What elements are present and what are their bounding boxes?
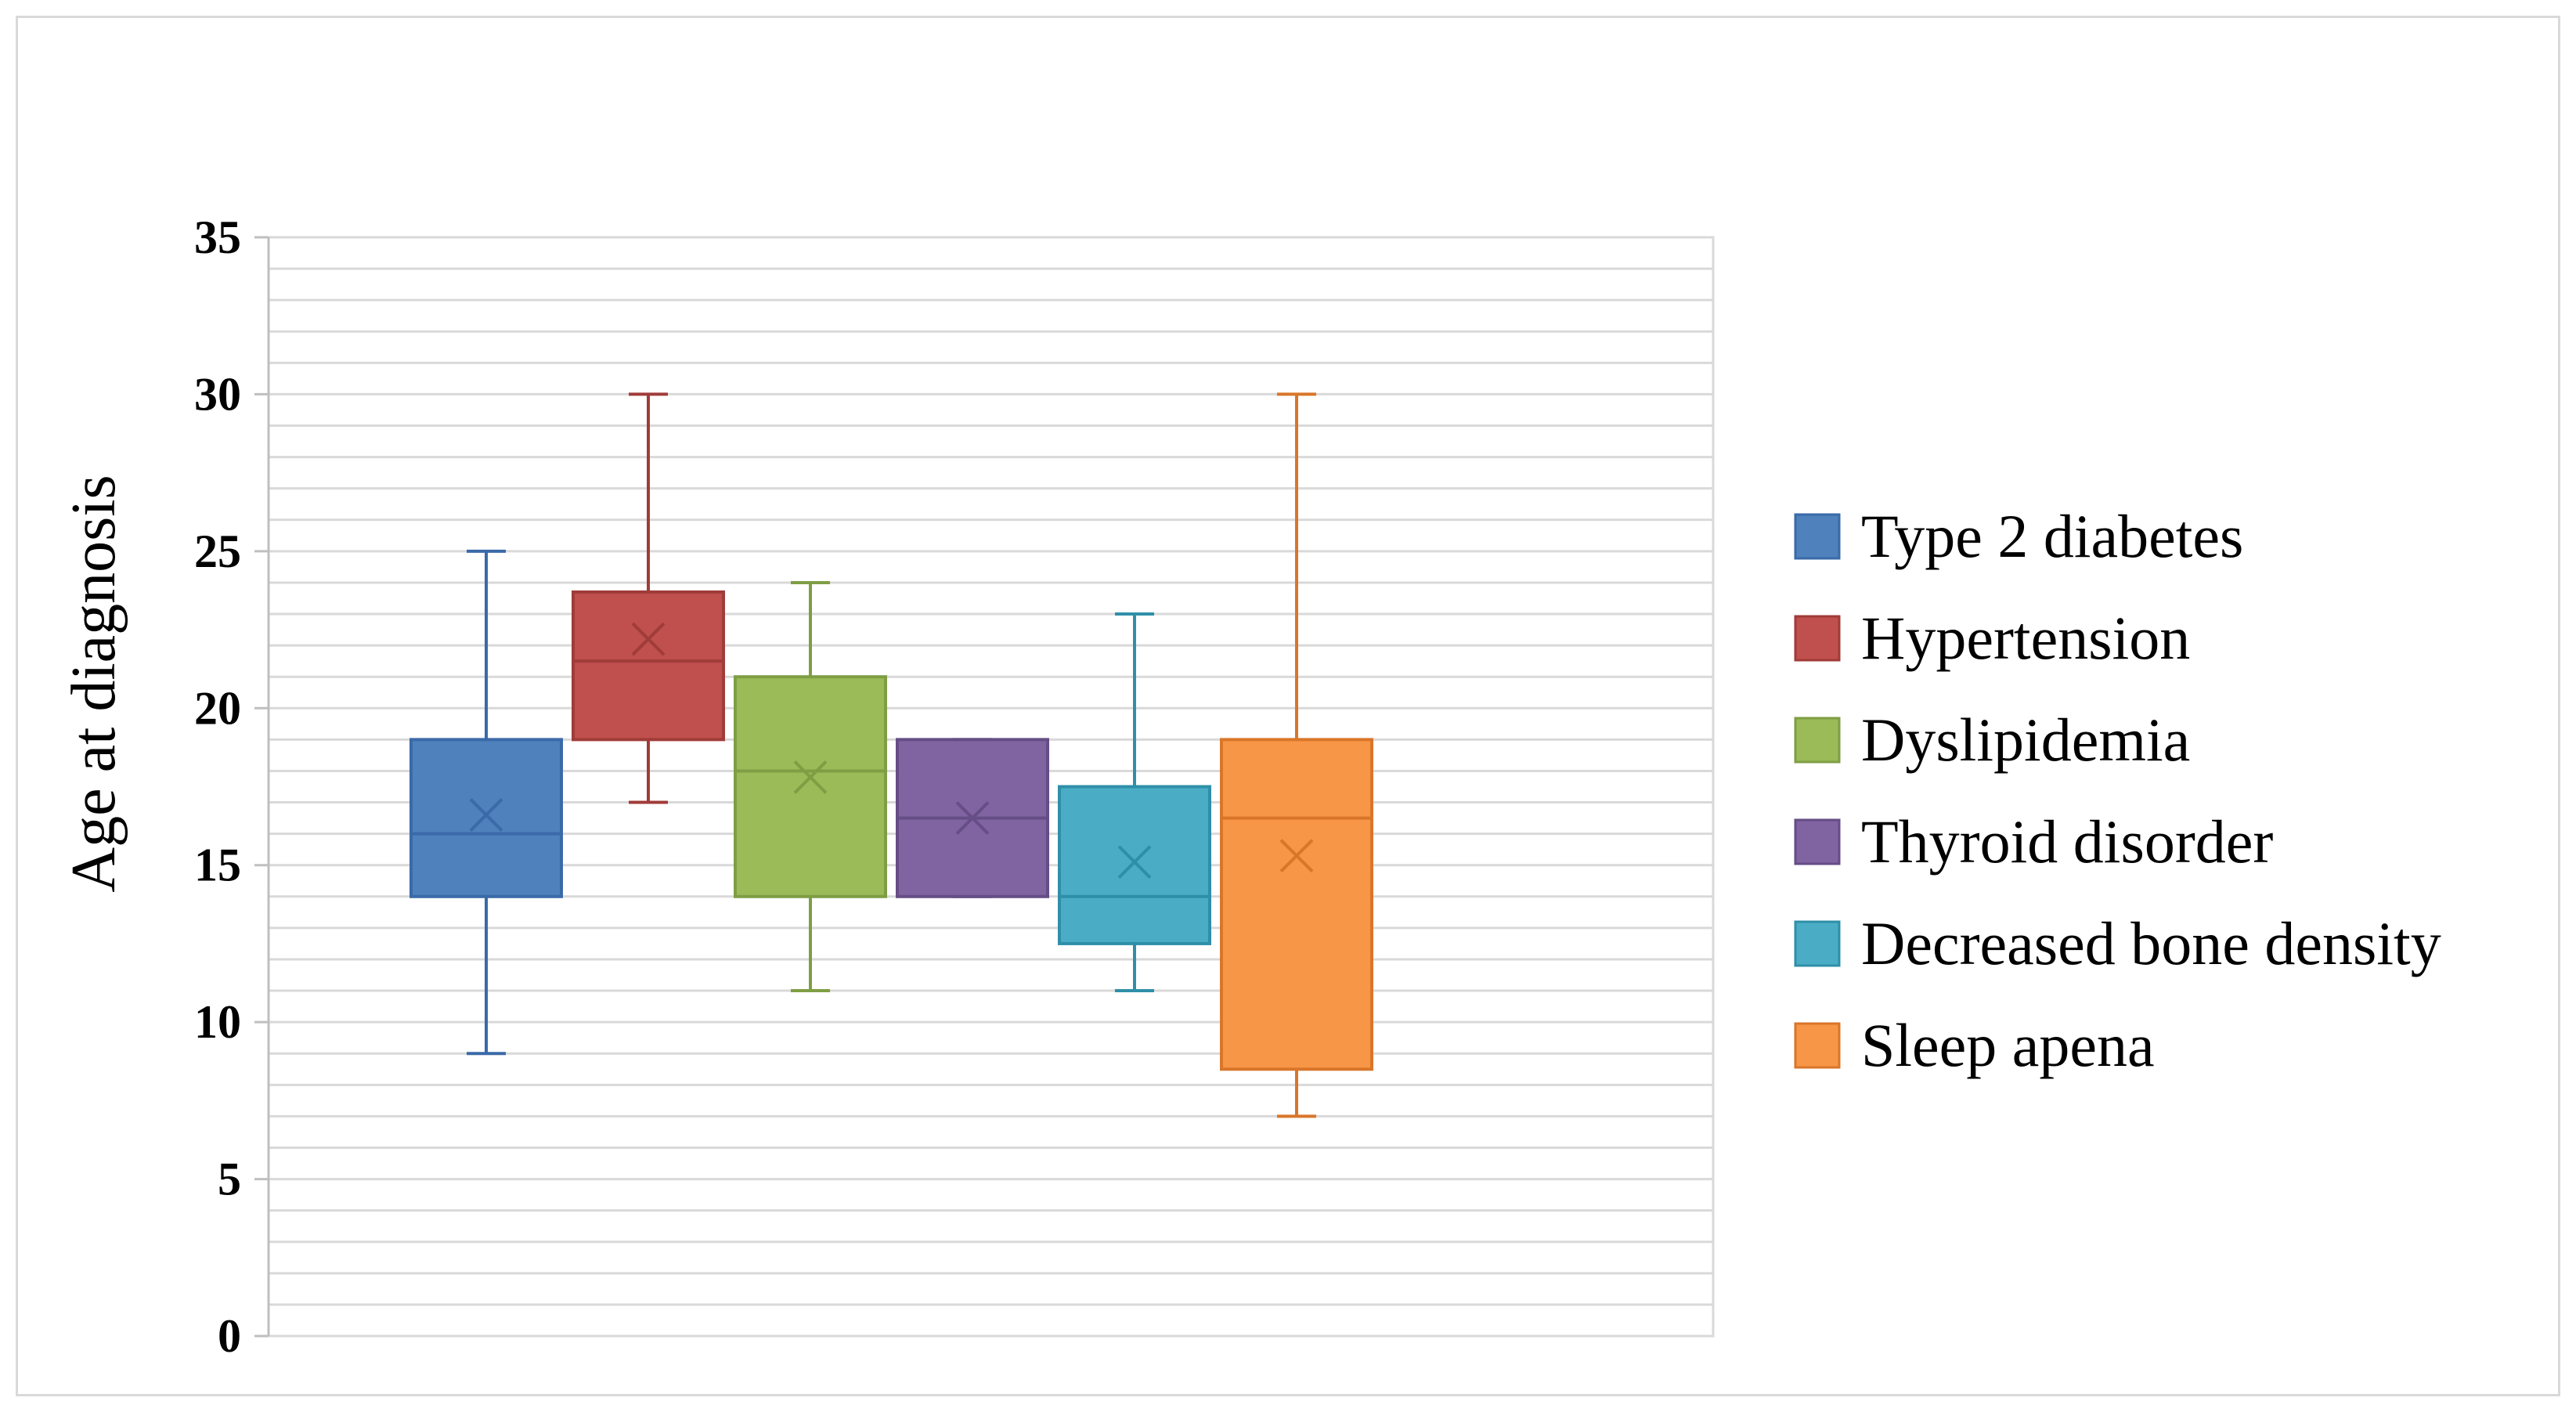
legend-swatch [1794,818,1841,865]
legend-label: Dyslipidemia [1861,706,2190,774]
legend-item: Hypertension [1794,604,2190,672]
mean-marker [631,622,666,656]
legend-label: Sleep apena [1861,1011,2155,1079]
boxes [409,392,1373,1118]
legend-label: Decreased bone density [1861,909,2441,977]
box-plot-chart: 0 5 10 15 20 25 30 35 Type 2 diabetes Hypertensi… [60,211,2441,1362]
y-tick-label: 35 [194,211,241,263]
legend-swatch [1794,615,1841,662]
legend-swatch [1794,513,1841,560]
legend-item: Dyslipidemia [1794,706,2190,774]
iqr-box [1220,738,1373,1071]
iqr-box [409,738,563,898]
box-decreased-bone-density [1058,612,1211,993]
legend-label: Hypertension [1861,604,2190,672]
mean-marker [1117,845,1152,879]
y-tick-label: 0 [218,1310,241,1362]
chart-frame: 0 5 10 15 20 25 30 35 Type 2 diabetes Hypertensi… [16,16,2560,1396]
mean-marker [955,801,990,835]
y-axis: 0 5 10 15 20 25 30 35 [194,211,270,1362]
y-tick-label: 20 [194,682,241,734]
iqr-box [734,675,887,898]
legend-swatch [1794,1022,1841,1069]
legend-swatch [1794,920,1841,967]
box-dyslipidemia [734,580,887,993]
mean-marker [1279,839,1314,873]
iqr-box [572,590,725,742]
y-tick-label: 15 [194,840,241,891]
box-sleep-apena [1220,392,1373,1118]
legend-label: Thyroid disorder [1861,807,2273,876]
legend-label: Type 2 diabetes [1861,502,2243,570]
box-hypertension [572,392,725,804]
legend-item: Type 2 diabetes [1794,502,2243,570]
y-tick-label: 30 [194,368,241,420]
y-tick-label: 10 [194,996,241,1048]
legend-item: Thyroid disorder [1794,807,2273,876]
mean-marker [469,798,503,832]
y-axis-title: Age at diagnosis [60,475,128,892]
y-tick-label: 5 [218,1154,241,1205]
box-thyroid-disorder [896,738,1049,898]
legend-item: Decreased bone density [1794,909,2441,977]
y-tick-label: 25 [194,525,241,577]
legend: Type 2 diabetes Hypertension Dyslipidemia T… [1794,502,2441,1079]
box-type-2-diabetes [409,549,563,1056]
mean-marker [793,760,828,794]
legend-item: Sleep apena [1794,1011,2155,1079]
iqr-box [1058,785,1211,945]
legend-swatch [1794,717,1841,764]
